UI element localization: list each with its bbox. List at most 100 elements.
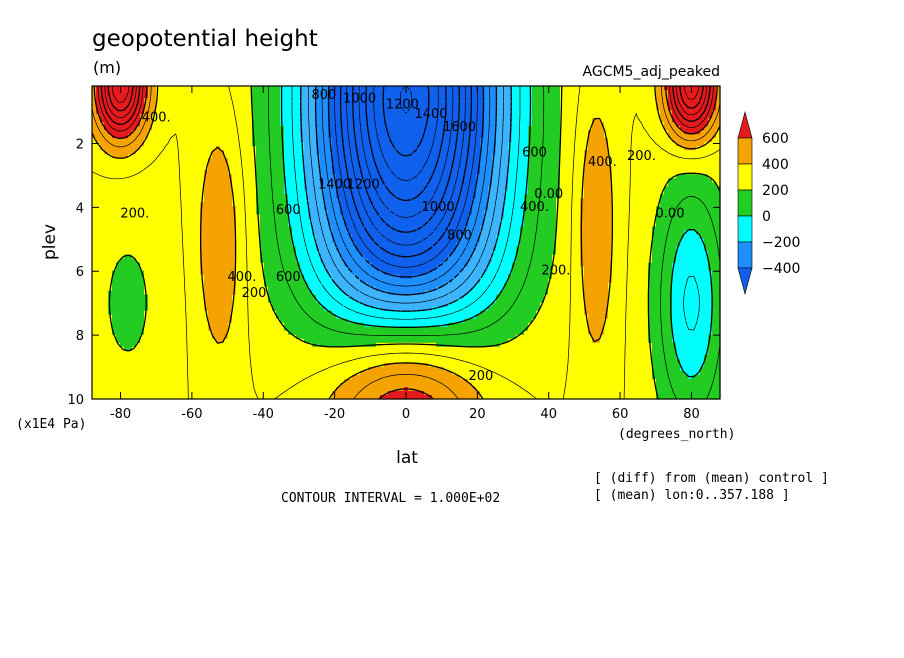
- field-cell: [660, 182, 665, 187]
- field-cell: [464, 210, 469, 216]
- field-cell: [204, 190, 209, 195]
- field-cell: [524, 138, 529, 143]
- field-cell: [692, 190, 697, 195]
- field-cell: [228, 122, 233, 127]
- field-cell: [696, 154, 701, 159]
- field-cell: [224, 174, 229, 179]
- field-cell: [336, 202, 341, 207]
- field-cell: [620, 174, 625, 179]
- field-cell: [420, 178, 425, 183]
- field-cell: [292, 114, 297, 119]
- field-cell: [436, 178, 441, 183]
- field-cell: [508, 158, 513, 163]
- field-cell: [388, 86, 393, 91]
- field-cell: [508, 110, 513, 115]
- field-cell: [500, 130, 505, 135]
- field-cell: [296, 86, 301, 91]
- field-cell: [196, 178, 201, 183]
- field-cell: [540, 102, 545, 107]
- field-cell: [188, 190, 193, 195]
- field-cell: [684, 102, 689, 107]
- field-cell: [568, 150, 573, 155]
- field-cell: [316, 98, 321, 103]
- field-cell: [644, 122, 649, 127]
- field-cell: [576, 162, 581, 167]
- field-cell: [208, 102, 213, 107]
- field-cell: [148, 110, 153, 115]
- field-cell: [548, 102, 553, 107]
- field-cell: [348, 106, 353, 111]
- field-cell: [172, 126, 177, 131]
- field-cell: [672, 146, 677, 151]
- field-cell: [108, 86, 113, 91]
- field-cell: [412, 166, 417, 171]
- field-cell: [368, 150, 373, 155]
- field-cell: [148, 142, 153, 147]
- field-cell: [200, 94, 205, 99]
- field-cell: [288, 150, 293, 155]
- field-cell: [496, 126, 501, 131]
- field-cell: [468, 150, 473, 155]
- field-cell: [148, 178, 153, 183]
- field-cell: [308, 162, 313, 167]
- field-cell: [460, 134, 465, 139]
- field-cell: [268, 170, 273, 175]
- field-cell: [440, 206, 445, 211]
- field-cell: [620, 122, 625, 127]
- field-cell: [448, 194, 453, 199]
- field-cell: [344, 110, 349, 115]
- field-cell: [704, 194, 709, 199]
- field-cell: [424, 150, 429, 155]
- field-cell: [320, 142, 325, 147]
- field-cell: [516, 138, 521, 143]
- field-cell: [496, 162, 501, 167]
- field-cell: [552, 194, 557, 199]
- field-cell: [612, 150, 617, 155]
- field-cell: [656, 154, 661, 159]
- field-cell: [224, 102, 229, 107]
- field-cell: [376, 210, 381, 216]
- field-cell: [708, 114, 713, 119]
- field-cell: [392, 158, 397, 163]
- field-cell: [460, 110, 465, 115]
- field-cell: [168, 158, 173, 163]
- field-cell: [436, 142, 441, 147]
- field-cell: [508, 90, 513, 95]
- field-cell: [580, 146, 585, 151]
- field-cell: [240, 134, 245, 139]
- field-cell: [372, 178, 377, 183]
- field-cell: [324, 94, 329, 99]
- field-cell: [128, 134, 133, 139]
- field-cell: [528, 182, 533, 187]
- field-cell: [304, 122, 309, 127]
- field-cell: [260, 150, 265, 155]
- field-cell: [712, 198, 717, 203]
- field-cell: [576, 138, 581, 143]
- field-cell: [388, 114, 393, 119]
- field-cell: [364, 130, 369, 135]
- field-cell: [112, 98, 117, 103]
- field-cell: [460, 94, 465, 99]
- field-cell: [516, 158, 521, 163]
- field-cell: [292, 86, 297, 91]
- field-cell: [412, 174, 417, 179]
- field-cell: [440, 150, 445, 155]
- field-cell: [552, 162, 557, 167]
- field-cell: [108, 142, 113, 147]
- field-cell: [596, 186, 601, 191]
- field-cell: [228, 182, 233, 187]
- field-cell: [260, 206, 265, 211]
- field-cell: [688, 186, 693, 191]
- field-cell: [388, 174, 393, 179]
- field-cell: [204, 154, 209, 159]
- field-cell: [400, 186, 405, 191]
- field-cell: [704, 170, 709, 175]
- field-cell: [500, 186, 505, 191]
- field-cell: [700, 106, 705, 111]
- field-cell: [468, 202, 473, 207]
- field-cell: [308, 186, 313, 191]
- field-cell: [584, 118, 589, 123]
- field-cell: [692, 134, 697, 139]
- field-cell: [176, 190, 181, 195]
- field-cell: [672, 206, 677, 211]
